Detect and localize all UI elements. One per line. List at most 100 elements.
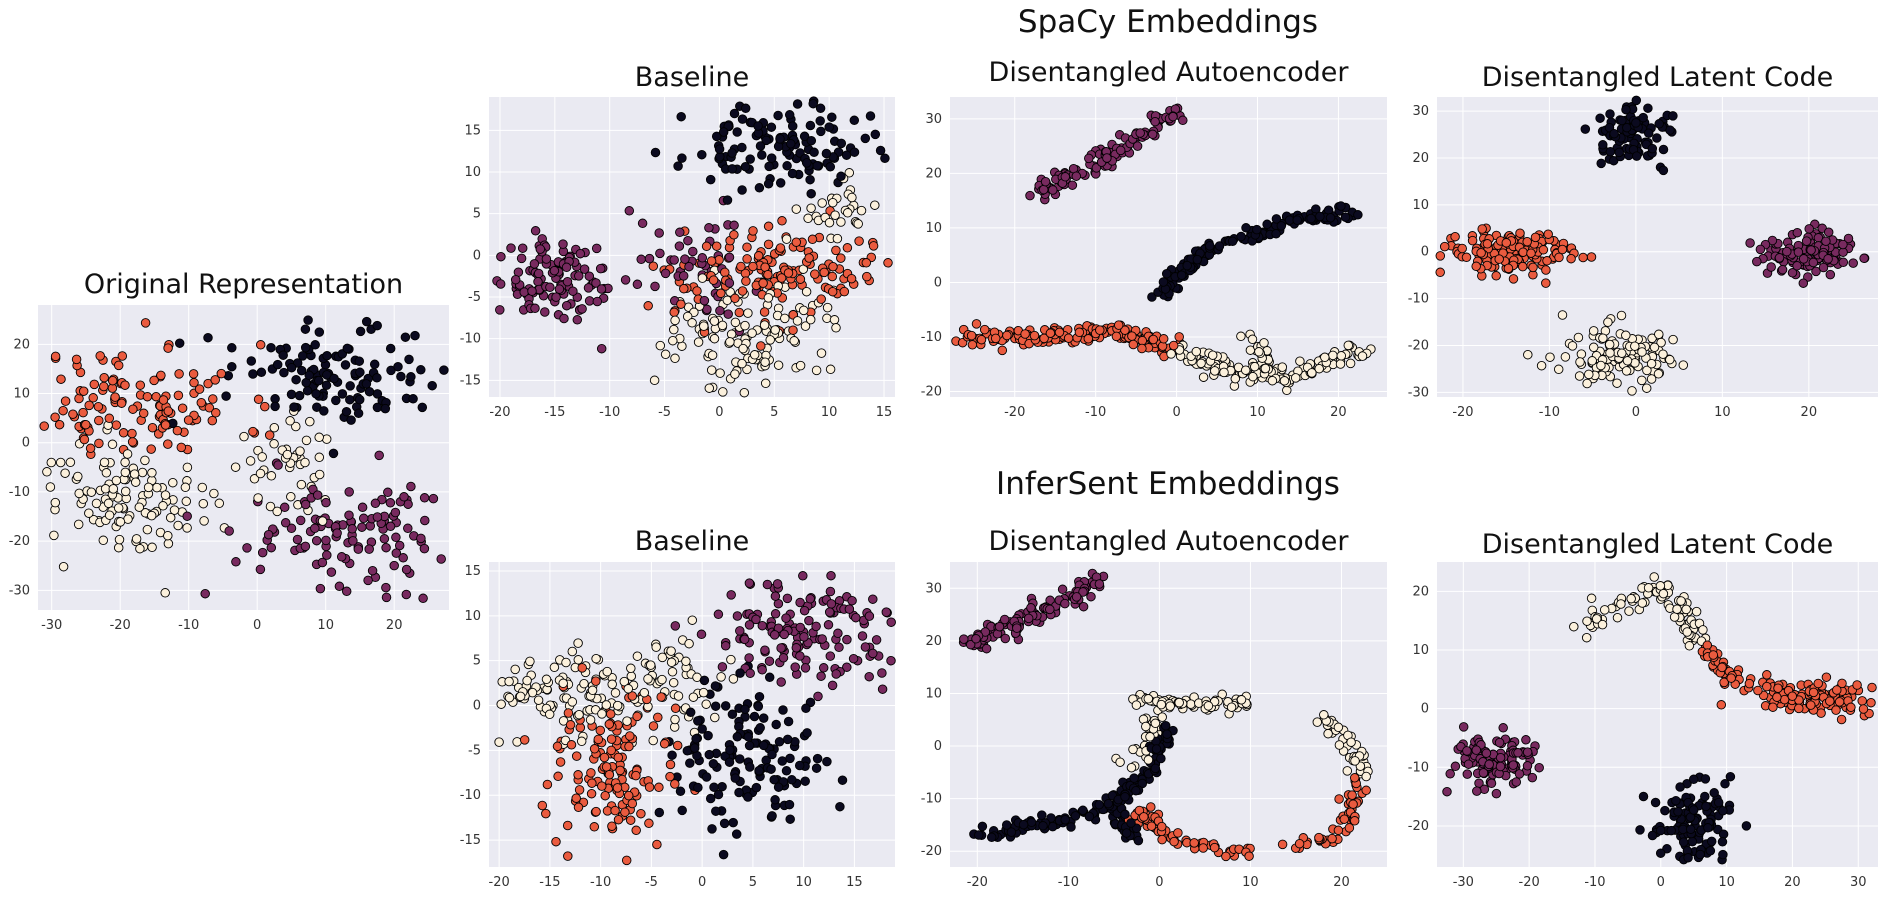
scatter-point-black <box>786 139 796 149</box>
scatter-point-black <box>758 740 769 751</box>
scatter-point-orange <box>763 221 774 232</box>
scatter-point-cream <box>60 468 70 478</box>
scatter-point-cream <box>291 421 301 432</box>
scatter-point-black <box>1703 823 1713 833</box>
scatter-point-black <box>815 103 826 114</box>
scatter-point-purple <box>364 544 374 554</box>
scatter-point-black <box>801 703 811 714</box>
x-tick-label: 20 <box>1784 875 1801 890</box>
scatter-points <box>1442 572 1877 865</box>
scatter-point-purple <box>530 226 541 236</box>
scatter-point-cream <box>84 508 94 518</box>
scatter-point-orange <box>1127 331 1137 341</box>
scatter-point-black <box>1709 788 1719 798</box>
scatter-point-purple <box>781 613 791 623</box>
scatter-point-purple <box>279 502 290 513</box>
scatter-point-purple <box>678 271 689 281</box>
scatter-point-orange <box>604 719 615 729</box>
scatter-point-orange <box>1768 702 1778 712</box>
scatter-point-black <box>1276 221 1287 231</box>
scatter-point-black <box>1652 133 1662 143</box>
scatter-point-purple <box>1491 788 1502 799</box>
scatter-point-orange <box>758 278 768 288</box>
scatter-point-black <box>294 390 305 401</box>
scatter-point-cream <box>825 364 836 375</box>
scatter-point-purple <box>847 595 857 606</box>
scatter-point-cream <box>816 348 827 358</box>
scatter-point-black <box>1156 753 1166 764</box>
scatter-point-black <box>1717 837 1728 847</box>
scatter-point-orange <box>163 406 174 416</box>
scatter-point-purple <box>1808 257 1819 268</box>
scatter-point-black <box>870 129 881 140</box>
scatter-point-purple <box>1787 268 1798 278</box>
panel-spacy-latent-code: Disentangled Latent Code -20 -10 0 10 20 -30 -2… <box>1408 62 1878 420</box>
scatter-point-cream <box>697 273 708 283</box>
panel-title: Original Representation <box>84 269 403 300</box>
scatter-point-black <box>775 134 785 144</box>
scatter-point-black <box>404 354 414 365</box>
scatter-point-orange <box>819 267 829 278</box>
scatter-point-black <box>1683 853 1693 863</box>
scatter-point-cream <box>1665 354 1675 365</box>
scatter-point-cream <box>780 313 790 324</box>
scatter-point-orange <box>1719 677 1729 688</box>
scatter-point-purple <box>436 554 446 564</box>
scatter-point-black <box>1658 165 1669 176</box>
scatter-point-orange <box>1361 785 1371 796</box>
scatter-point-cream <box>1166 349 1176 359</box>
scatter-point-cream <box>1210 366 1220 376</box>
scatter-point-cream <box>607 679 617 690</box>
scatter-point-purple <box>825 651 836 661</box>
panel-spacy-autoencoder: Disentangled Autoencoder -20 -10 0 10 20 -20 -1… <box>921 57 1387 420</box>
scatter-point-orange <box>1702 640 1713 650</box>
scatter-point-black <box>718 127 729 137</box>
scatter-point-orange <box>183 415 194 425</box>
scatter-point-black <box>1638 791 1649 802</box>
scatter-point-black <box>711 806 721 816</box>
scatter-point-orange <box>1083 334 1094 344</box>
scatter-point-orange <box>776 273 787 283</box>
scatter-point-purple <box>516 253 527 264</box>
scatter-point-orange <box>730 293 740 304</box>
scatter-point-cream <box>730 317 741 328</box>
scatter-point-orange <box>692 286 702 296</box>
scatter-point-black <box>875 145 886 156</box>
scatter-point-black <box>707 824 717 834</box>
scatter-point-purple <box>596 343 607 354</box>
scatter-point-orange <box>627 691 638 701</box>
scatter-point-orange <box>621 855 632 866</box>
y-tick-label: 5 <box>473 654 481 669</box>
scatter-point-cream <box>86 487 97 497</box>
scatter-point-purple <box>1806 245 1816 255</box>
x-tick-label: 0 <box>1657 875 1665 890</box>
scatter-point-orange <box>39 421 49 431</box>
scatter-point-orange <box>669 307 679 318</box>
scatter-point-orange <box>967 340 978 350</box>
scatter-point-orange <box>612 783 623 793</box>
scatter-point-cream <box>567 697 578 707</box>
scatter-point-cream <box>1319 710 1329 720</box>
scatter-point-black <box>1340 212 1351 222</box>
scatter-point-purple <box>688 246 698 257</box>
scatter-point-orange <box>255 340 266 350</box>
scatter-point-cream <box>1588 342 1599 353</box>
scatter-point-orange <box>708 275 719 285</box>
scatter-point-purple <box>385 498 396 508</box>
scatter-point-cream <box>1668 334 1678 345</box>
scatter-point-orange <box>78 407 88 418</box>
scatter-point-orange <box>1137 335 1148 346</box>
scatter-point-orange <box>795 274 806 284</box>
scatter-point-cream <box>230 462 241 472</box>
scatter-point-purple <box>1091 163 1102 173</box>
scatter-point-cream <box>811 365 822 376</box>
scatter-point-purple <box>751 614 761 625</box>
scatter-point-orange <box>586 788 597 799</box>
scatter-point-purple <box>1462 769 1473 779</box>
scatter-point-orange <box>600 790 610 801</box>
scatter-point-black <box>705 174 716 185</box>
scatter-point-orange <box>862 271 872 282</box>
scatter-point-cream <box>143 482 154 493</box>
scatter-point-black <box>355 367 365 378</box>
scatter-point-purple <box>311 535 322 546</box>
